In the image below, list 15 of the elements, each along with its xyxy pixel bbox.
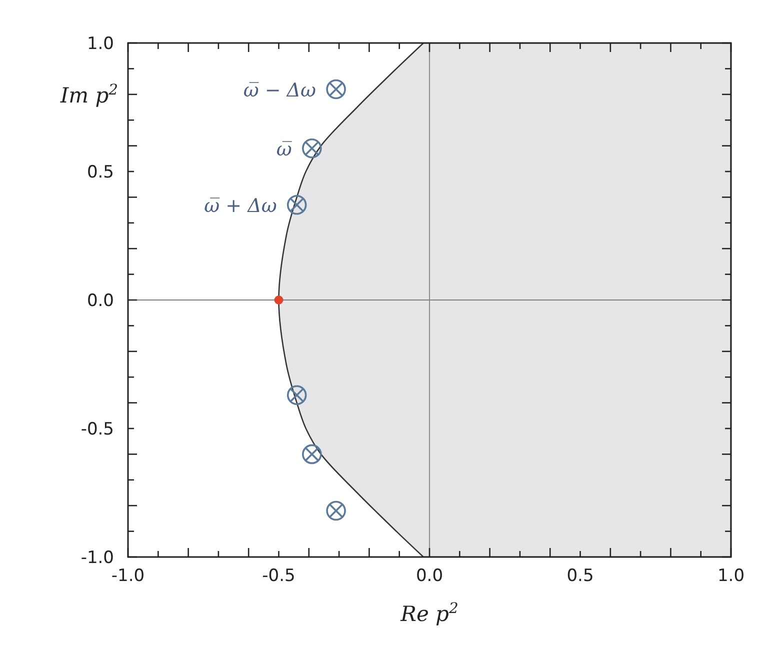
y-tick-label: -1.0 [80,548,114,568]
x-tick-label: 1.0 [717,566,745,586]
y-tick-label: -0.5 [80,420,114,440]
annotation: ω̅ − Δω [243,79,316,102]
x-tick-label: 0.0 [416,566,444,586]
x-tick-label: -0.5 [262,566,296,586]
y-tick-label: 0.5 [86,162,114,182]
annotation: ω̅ + Δω [204,194,277,217]
x-tick-label: 0.5 [566,566,594,586]
y-tick-label: 0.0 [86,291,114,311]
y-tick-label: 1.0 [86,34,114,54]
annotation: ω̅ [276,138,292,160]
y-axis-title: Im p$^{2}$ [59,80,118,108]
x-tick-label: -1.0 [111,566,145,586]
x-axis-title: Re p$^{2}$ [400,600,458,626]
